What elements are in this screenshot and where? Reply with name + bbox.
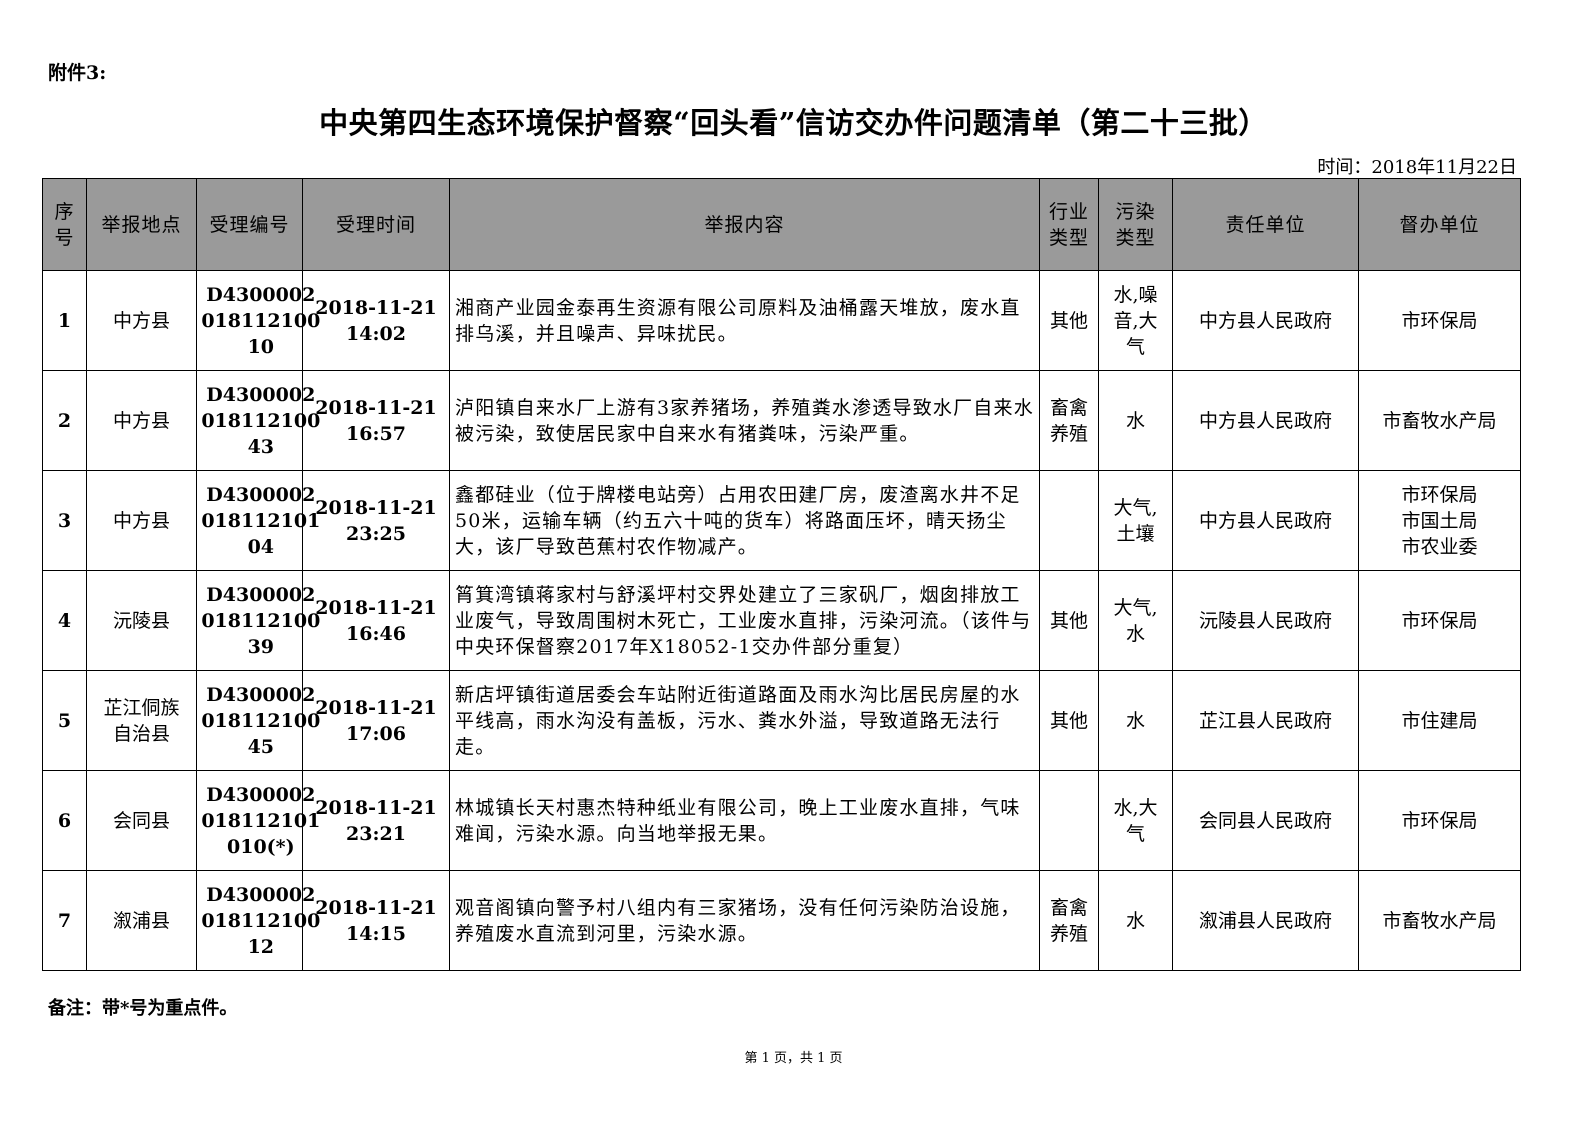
- receipt-id: D430000201811210043: [201, 383, 321, 458]
- cell-pollution: 水: [1098, 670, 1173, 771]
- cell-supervisor: 市畜牧水产局: [1358, 870, 1521, 971]
- cell-no: 3: [42, 470, 87, 571]
- column-header-supervisor: 督办单位: [1358, 178, 1521, 271]
- cell-no: 1: [42, 270, 87, 371]
- table-row: 5 芷江侗族自治县 D430000201811210045 2018-11-21 17…: [42, 670, 1521, 771]
- cell-responsible: 中方县人民政府: [1172, 470, 1359, 571]
- cell-industry: 其他: [1039, 670, 1099, 771]
- cell-time: 2018-11-21 16:46: [302, 570, 450, 671]
- cell-responsible: 中方县人民政府: [1172, 270, 1359, 371]
- cell-responsible: 会同县人民政府: [1172, 770, 1359, 871]
- cell-supervisor: 市环保局: [1358, 270, 1521, 371]
- footnote: 备注：带*号为重点件。: [48, 998, 238, 1019]
- table-header-row: 序号 举报地点 受理编号 受理时间 举报内容 行业类型 污染类型 责任单位 督办单位: [42, 178, 1521, 271]
- table-row: 4 沅陵县 D430000201811210039 2018-11-21 16:46 筲…: [42, 570, 1521, 671]
- cell-pollution: 大气,水: [1098, 570, 1173, 671]
- cell-id: D430000201811210045: [196, 670, 320, 771]
- receipt-id: D4300002018112101010(*): [201, 783, 321, 858]
- cell-content: 鑫都硅业（位于牌楼电站旁）占用农田建厂房，废渣离水井不足50米，运输车辆（约五六…: [449, 470, 1040, 571]
- cell-content: 湘商产业园金泰再生资源有限公司原料及油桶露天堆放，废水直排乌溪，并且噪声、异味扰…: [449, 270, 1040, 371]
- cell-pollution: 水: [1098, 870, 1173, 971]
- cell-pollution: 大气,土壤: [1098, 470, 1173, 571]
- table-row: 3 中方县 D430000201811210104 2018-11-21 23:25 鑫…: [42, 470, 1521, 571]
- cell-location: 芷江侗族自治县: [86, 670, 197, 771]
- cell-id: D4300002018112101010(*): [196, 770, 320, 871]
- cell-supervisor: 市住建局: [1358, 670, 1521, 771]
- cell-responsible: 沅陵县人民政府: [1172, 570, 1359, 671]
- cell-location: 沅陵县: [86, 570, 197, 671]
- cell-industry: 畜禽养殖: [1039, 870, 1099, 971]
- column-header-time: 受理时间: [302, 178, 450, 271]
- cell-id: D430000201811210010: [196, 270, 320, 371]
- cell-supervisor: 市环保局 市国土局 市农业委: [1358, 470, 1521, 571]
- cell-supervisor: 市环保局: [1358, 770, 1521, 871]
- table-row: 7 溆浦县 D430000201811210012 2018-11-21 14:15 观…: [42, 870, 1521, 971]
- column-header-content: 举报内容: [449, 178, 1040, 271]
- cell-content: 观音阁镇向警予村八组内有三家猪场，没有任何污染防治设施，养殖废水直流到河里，污染…: [449, 870, 1040, 971]
- page-title: 中央第四生态环境保护督察“回头看”信访交办件问题清单（第二十三批）: [319, 106, 1268, 140]
- cell-supervisor: 市环保局: [1358, 570, 1521, 671]
- column-header-industry: 行业类型: [1039, 178, 1099, 271]
- cell-time: 2018-11-21 17:06: [302, 670, 450, 771]
- table-row: 6 会同县 D4300002018112101010(*) 2018-11-21 23…: [42, 770, 1521, 871]
- cell-location: 中方县: [86, 370, 197, 471]
- receipt-id: D430000201811210045: [201, 683, 321, 758]
- cell-responsible: 芷江县人民政府: [1172, 670, 1359, 771]
- cell-responsible: 中方县人民政府: [1172, 370, 1359, 471]
- cell-content: 筲箕湾镇蒋家村与舒溪坪村交界处建立了三家矾厂，烟囱排放工业废气，导致周围树木死亡…: [449, 570, 1040, 671]
- cell-no: 5: [42, 670, 87, 771]
- column-header-no: 序号: [42, 178, 87, 271]
- table-row: 1 中方县 D430000201811210010 2018-11-21 14:02 湘…: [42, 270, 1521, 371]
- cell-supervisor: 市畜牧水产局: [1358, 370, 1521, 471]
- cell-industry: 其他: [1039, 570, 1099, 671]
- cell-no: 2: [42, 370, 87, 471]
- page-number: 第 1 页，共 1 页: [744, 1051, 843, 1066]
- cell-id: D430000201811210012: [196, 870, 320, 971]
- cell-industry: 其他: [1039, 270, 1099, 371]
- table-row: 2 中方县 D430000201811210043 2018-11-21 16:57 泸…: [42, 370, 1521, 471]
- cell-id: D430000201811210043: [196, 370, 320, 471]
- cell-location: 会同县: [86, 770, 197, 871]
- cell-industry: [1039, 770, 1099, 871]
- cell-location: 溆浦县: [86, 870, 197, 971]
- cell-time: 2018-11-21 16:57: [302, 370, 450, 471]
- cell-content: 新店坪镇街道居委会车站附近街道路面及雨水沟比居民房屋的水平线高，雨水沟没有盖板，…: [449, 670, 1040, 771]
- cell-pollution: 水,大气: [1098, 770, 1173, 871]
- column-header-id: 受理编号: [196, 178, 303, 271]
- cell-content: 林城镇长天村惠杰特种纸业有限公司，晚上工业废水直排，气味难闻，污染水源。向当地举…: [449, 770, 1040, 871]
- column-header-pollution: 污染类型: [1098, 178, 1173, 271]
- receipt-id: D430000201811210010: [201, 283, 321, 358]
- cell-responsible: 溆浦县人民政府: [1172, 870, 1359, 971]
- cell-id: D430000201811210104: [196, 470, 320, 571]
- cell-time: 2018-11-21 23:25: [302, 470, 450, 571]
- cell-industry: [1039, 470, 1099, 571]
- cell-time: 2018-11-21 14:15: [302, 870, 450, 971]
- cell-pollution: 水: [1098, 370, 1173, 471]
- cell-no: 7: [42, 870, 87, 971]
- receipt-id: D430000201811210039: [201, 583, 321, 658]
- cell-time: 2018-11-21 23:21: [302, 770, 450, 871]
- document-date: 时间：2018年11月22日: [1317, 157, 1517, 178]
- column-header-responsible: 责任单位: [1172, 178, 1359, 271]
- receipt-id: D430000201811210012: [201, 883, 321, 958]
- receipt-id: D430000201811210104: [201, 483, 321, 558]
- cell-time: 2018-11-21 14:02: [302, 270, 450, 371]
- cell-no: 6: [42, 770, 87, 871]
- cell-no: 4: [42, 570, 87, 671]
- attachment-label: 附件3:: [48, 62, 107, 84]
- cell-location: 中方县: [86, 470, 197, 571]
- column-header-location: 举报地点: [86, 178, 197, 271]
- cell-location: 中方县: [86, 270, 197, 371]
- cell-industry: 畜禽养殖: [1039, 370, 1099, 471]
- cell-content: 泸阳镇自来水厂上游有3家养猪场，养殖粪水渗透导致水厂自来水被污染，致使居民家中自…: [449, 370, 1040, 471]
- cell-pollution: 水,噪音,大气: [1098, 270, 1173, 371]
- cell-id: D430000201811210039: [196, 570, 320, 671]
- complaint-table: 序号 举报地点 受理编号 受理时间 举报内容 行业类型 污染类型 责任单位 督办单位 1 中方县 D…: [42, 178, 1521, 971]
